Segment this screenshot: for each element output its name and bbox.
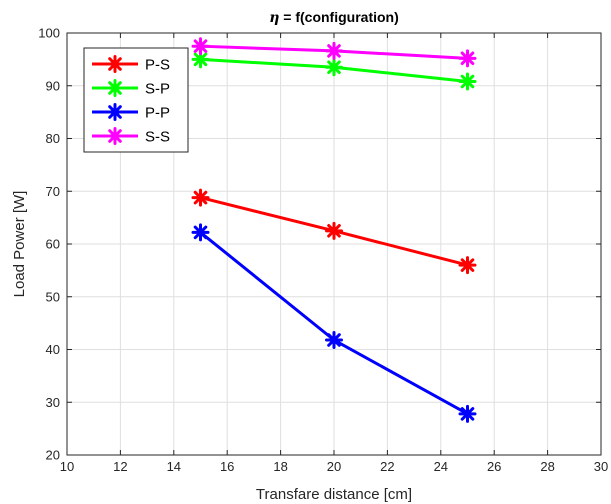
data-point-p-p (458, 404, 477, 423)
data-point-p-p (325, 331, 343, 350)
x-tick-label: 10 (60, 459, 74, 474)
legend-marker-p-p (106, 103, 124, 121)
axis-ticks: 10 12 14 16 18 20 22 24 26 28 30 20 30 40 50 60 70 80 90 10… (38, 26, 608, 475)
data-point-p-p-stroke (193, 225, 208, 240)
x-axis-title: Transfare distance [cm] (256, 486, 412, 503)
data-point-p-s-stroke (460, 258, 475, 272)
data-point-p-p (191, 223, 210, 242)
x-tick-label: 18 (273, 459, 287, 474)
data-point-s-s-stroke (327, 44, 341, 58)
y-tick-label: 100 (38, 26, 60, 41)
y-tick-label: 70 (46, 184, 60, 199)
data-point-p-s (458, 256, 477, 275)
data-point-p-s (325, 221, 343, 240)
series-group (191, 37, 477, 423)
x-tick-label: 24 (434, 459, 448, 474)
y-tick-label: 20 (46, 448, 60, 463)
grid-lines (67, 33, 601, 455)
x-tick-label: 20 (327, 459, 341, 474)
data-point-s-s (191, 37, 210, 56)
y-tick-label: 60 (46, 237, 60, 252)
legend-marker-s-p-stroke (108, 81, 122, 95)
legend: P-S S-P P-P S-S (83, 47, 189, 153)
data-point-p-s (191, 188, 210, 207)
data-point-s-p-stroke (193, 52, 208, 67)
data-point-p-p-stroke (460, 407, 475, 421)
y-tick-label: 80 (46, 131, 60, 146)
x-tick-label: 16 (220, 459, 234, 474)
x-tick-label: 14 (167, 459, 181, 474)
legend-label-s-s: S-S (145, 129, 170, 146)
data-point-s-p-stroke (327, 60, 341, 75)
legend-marker-p-p-stroke (108, 105, 122, 119)
data-point-s-p-stroke (460, 74, 475, 89)
chart-title: η = f(configuration) (269, 9, 399, 26)
legend-marker-p-s-stroke (108, 57, 122, 71)
data-point-s-s (325, 41, 343, 60)
legend-marker-s-s-stroke (108, 129, 122, 143)
title-text: = f(configuration) (279, 9, 398, 25)
y-tick-label: 50 (46, 289, 60, 304)
x-tick-label: 30 (594, 459, 608, 474)
y-tick-label: 40 (46, 342, 60, 357)
data-point-s-p (458, 72, 477, 91)
x-tick-label: 28 (540, 459, 554, 474)
data-point-p-p-stroke (327, 333, 341, 347)
data-point-s-s-stroke (460, 51, 475, 66)
x-tick-label: 26 (487, 459, 501, 474)
y-tick-label: 90 (46, 78, 60, 93)
legend-marker-p-s (106, 55, 124, 73)
legend-label-s-p: S-P (145, 81, 170, 98)
data-point-p-s-stroke (193, 190, 208, 205)
x-tick-label: 12 (113, 459, 127, 474)
data-point-s-p (325, 58, 343, 77)
data-point-p-s-stroke (327, 224, 341, 238)
legend-label-p-s: P-S (145, 57, 170, 74)
x-tick-label: 22 (380, 459, 394, 474)
data-point-s-s (458, 49, 477, 68)
legend-marker-s-p (106, 79, 124, 97)
title-eta-symbol: η (269, 10, 279, 26)
y-axis-title: Load Power [W] (11, 191, 28, 298)
legend-marker-s-s (106, 127, 124, 145)
data-point-s-s-stroke (193, 39, 208, 53)
legend-label-p-p: P-P (145, 105, 170, 122)
y-tick-label: 30 (46, 395, 60, 410)
